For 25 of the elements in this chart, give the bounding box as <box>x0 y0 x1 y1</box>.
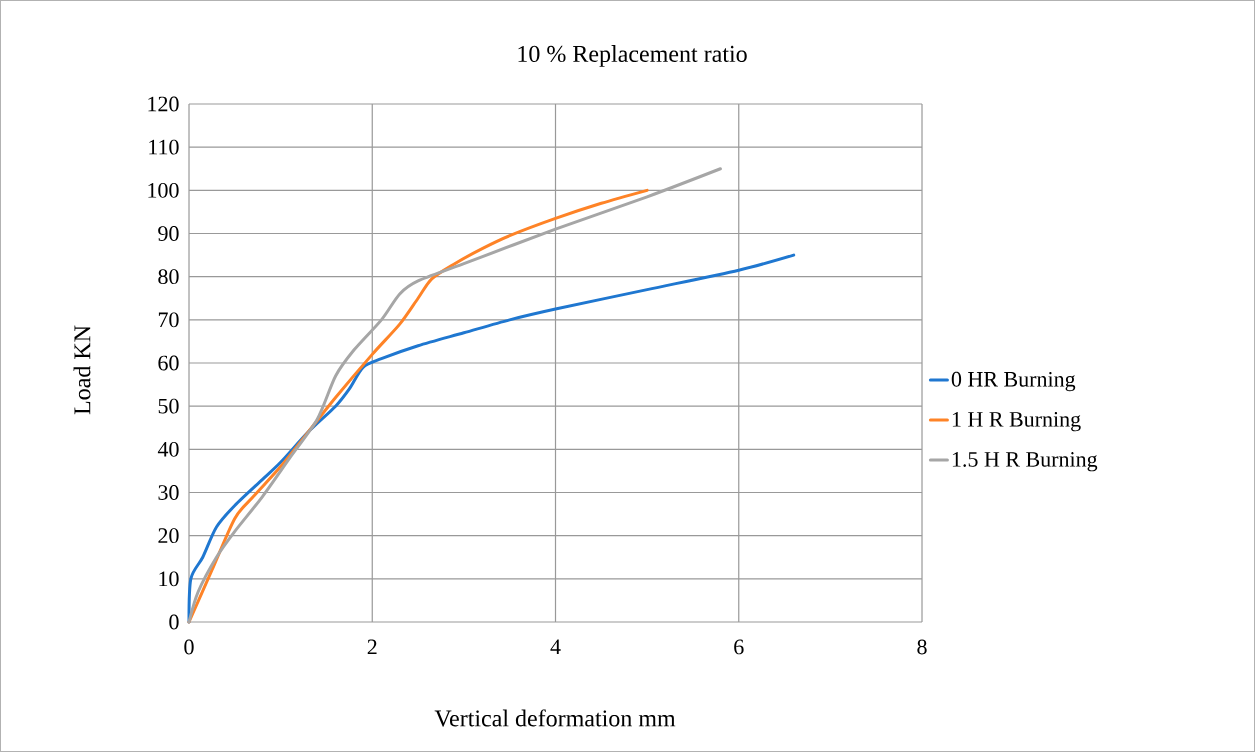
legend-label: 1 H R Burning <box>952 411 1081 432</box>
legend-label: 1.5 H R Burning <box>952 452 1098 472</box>
y-tick-label: 50 <box>158 398 179 414</box>
y-tick-label: 120 <box>148 96 179 112</box>
y-tick-label: 0 <box>169 614 179 630</box>
y-tick-label: 80 <box>158 269 179 285</box>
x-tick-label: 6 <box>734 639 744 655</box>
x-axis-title: Vertical deformation mm <box>434 709 676 727</box>
y-tick-label: 90 <box>158 226 179 241</box>
y-tick-label: 60 <box>158 355 179 371</box>
y-tick-label: 20 <box>158 528 179 544</box>
chart-title: 10 % Replacement ratio <box>518 45 747 67</box>
x-tick-label: 8 <box>917 639 927 655</box>
y-tick-label: 100 <box>148 182 179 198</box>
y-axis-title: Load KN <box>73 325 91 415</box>
x-tick-label: 4 <box>550 639 561 655</box>
y-tick-label: 70 <box>158 312 179 328</box>
legend-label: 0 HR Burning <box>951 371 1076 392</box>
x-tick-label: 0 <box>184 639 194 655</box>
y-tick-label: 110 <box>149 139 179 155</box>
line-series <box>187 167 722 624</box>
y-tick-label: 40 <box>157 441 179 457</box>
x-tick-label: 2 <box>367 639 377 655</box>
y-tick-label: 10 <box>159 571 179 587</box>
y-tick-label: 30 <box>158 485 179 500</box>
